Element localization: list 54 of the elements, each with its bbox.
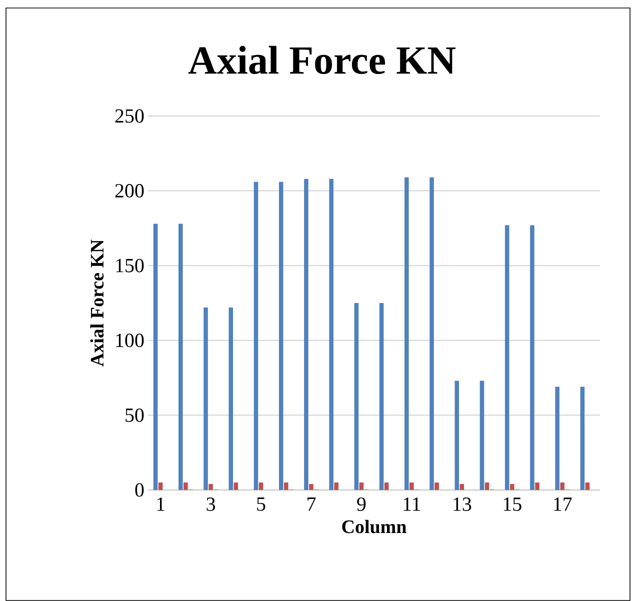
y-tick-label: 100 [116,334,144,348]
bar [309,484,314,490]
bar [204,307,208,490]
bar [560,482,564,490]
bar [480,380,484,490]
bar [535,482,540,490]
bar [284,482,288,490]
x-tick-label: 3 [206,498,216,511]
bar [258,482,264,490]
y-axis-title: Axial Force KN [90,240,104,366]
bar [379,302,384,490]
bar [329,178,334,490]
x-tick-label: 5 [257,498,266,511]
x-tick-label: 1 [157,498,164,511]
bar [153,224,158,490]
bar [254,182,258,490]
bar [530,225,534,490]
bar [504,225,510,490]
bar [555,386,560,490]
bar [404,177,409,490]
bar [158,482,163,490]
bar [430,177,434,490]
x-tick-label: 7 [308,498,316,511]
bar [208,484,213,490]
bar [304,178,308,490]
x-tick-label: 15 [504,498,522,511]
bar [460,484,464,490]
y-tick-label: 200 [115,184,144,198]
bar [410,482,414,490]
bar [510,484,514,490]
bar [384,482,389,490]
bar [234,482,238,490]
x-tick-label: 11 [404,498,420,511]
bar [184,482,188,490]
bar [359,482,364,490]
bar [580,386,585,490]
x-tick-label: 17 [554,498,572,511]
bar [434,482,439,490]
bar [585,482,590,490]
bar [454,380,459,490]
x-tick-label: 13 [454,498,472,511]
y-tick-label: 250 [115,109,144,123]
y-tick-label: 50 [126,408,144,422]
x-tick-label: 9 [357,498,366,511]
x-axis-title: Column [342,520,406,534]
bar [278,182,284,490]
bar [354,302,359,490]
bar [178,224,183,490]
y-tick-label: 150 [116,258,144,272]
chart-title: Axial Force KN [188,46,456,74]
y-tick-label: 0 [135,483,144,497]
bar [484,482,490,490]
bar [228,307,234,490]
bar [334,482,338,490]
